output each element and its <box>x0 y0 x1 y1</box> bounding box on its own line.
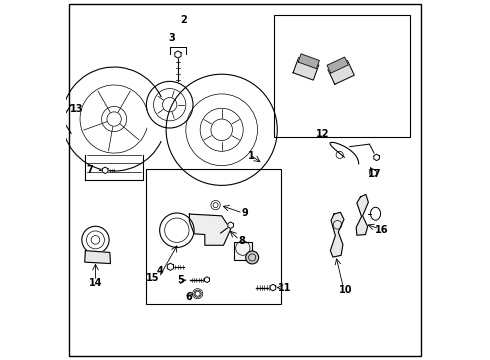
Text: 15: 15 <box>146 273 159 283</box>
Polygon shape <box>330 212 344 257</box>
Text: 8: 8 <box>238 236 245 246</box>
Text: 16: 16 <box>374 225 388 235</box>
Polygon shape <box>270 284 276 291</box>
Text: 1: 1 <box>248 151 254 161</box>
Polygon shape <box>167 263 173 270</box>
Text: 5: 5 <box>177 275 184 285</box>
Text: 13: 13 <box>70 104 83 114</box>
Polygon shape <box>85 251 111 264</box>
Polygon shape <box>228 222 233 228</box>
Bar <box>274 15 410 137</box>
Text: 9: 9 <box>242 208 248 218</box>
Text: 6: 6 <box>185 292 192 302</box>
Text: 12: 12 <box>317 129 330 139</box>
Polygon shape <box>328 60 354 84</box>
Text: 10: 10 <box>340 285 353 295</box>
Polygon shape <box>190 214 231 245</box>
Text: 3: 3 <box>169 33 175 43</box>
Circle shape <box>245 251 259 264</box>
Polygon shape <box>298 54 319 69</box>
Text: 11: 11 <box>278 283 291 293</box>
Text: 4: 4 <box>156 266 163 276</box>
Bar <box>147 169 281 304</box>
Polygon shape <box>356 194 368 235</box>
Text: 17: 17 <box>368 168 382 179</box>
Text: 14: 14 <box>89 278 102 288</box>
Text: 7: 7 <box>87 165 94 175</box>
Polygon shape <box>293 58 319 80</box>
Text: 2: 2 <box>180 15 187 26</box>
Bar <box>234 242 252 260</box>
Polygon shape <box>102 167 108 174</box>
Polygon shape <box>175 51 181 58</box>
Polygon shape <box>204 277 209 283</box>
Polygon shape <box>374 154 379 161</box>
Polygon shape <box>327 57 348 73</box>
